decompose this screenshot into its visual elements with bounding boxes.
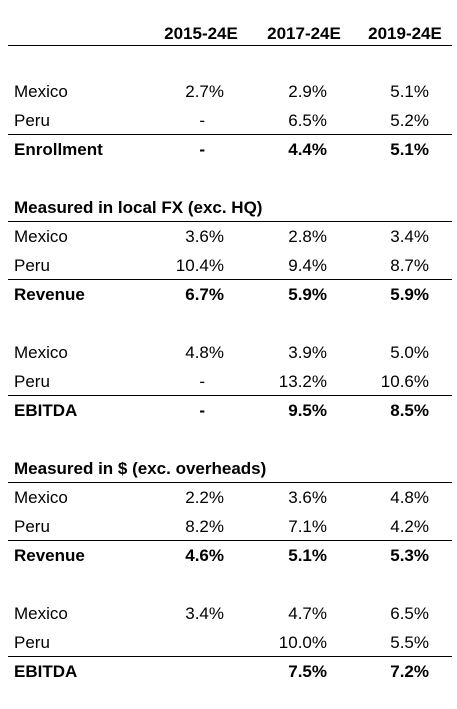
usd-revenue-peru-label: Peru: [14, 517, 50, 536]
section-title-local-fx: Measured in local FX (exc. HQ): [14, 198, 263, 217]
column-header-2015-24e: 2015-24E: [164, 24, 238, 43]
local-revenue-peru-2019: 8.7%: [390, 256, 429, 275]
usd-ebitda-peru-2017: 10.0%: [278, 633, 327, 652]
usd-ebitda-total-rule: [8, 656, 452, 657]
enrollment-total-2017: 4.4%: [288, 140, 327, 159]
enrollment-total-rule: [8, 134, 452, 135]
column-header-2019-24e: 2019-24E: [368, 24, 442, 43]
usd-revenue-mexico-2019: 4.8%: [390, 488, 429, 507]
local-ebitda-peru-2017: 13.2%: [278, 372, 327, 391]
local-ebitda-mexico-2017: 3.9%: [288, 343, 327, 362]
section-title-usd: Measured in $ (exc. overheads): [14, 459, 267, 478]
local-ebitda-total-2019: 8.5%: [390, 401, 429, 420]
column-header-2017-24e: 2017-24E: [267, 24, 341, 43]
usd-revenue-peru-2015: 8.2%: [185, 517, 224, 536]
local-ebitda-mexico-label: Mexico: [14, 343, 68, 362]
usd-ebitda-mexico-2017: 4.7%: [288, 604, 327, 623]
local-revenue-peru-2017: 9.4%: [288, 256, 327, 275]
local-ebitda-mexico-2019: 5.0%: [390, 343, 429, 362]
local-revenue-mexico-2017: 2.8%: [288, 227, 327, 246]
usd-revenue-total-2017: 5.1%: [288, 546, 327, 565]
local-revenue-peru-2015: 10.4%: [175, 256, 224, 275]
usd-revenue-peru-2017: 7.1%: [288, 517, 327, 536]
local-revenue-total-2019: 5.9%: [390, 285, 429, 304]
usd-revenue-total-2019: 5.3%: [390, 546, 429, 565]
usd-ebitda-total-label: EBITDA: [14, 662, 78, 681]
local-ebitda-total-2015: -: [199, 401, 205, 420]
local-fx-title-rule: [8, 221, 452, 222]
local-revenue-mexico-2019: 3.4%: [390, 227, 429, 246]
enrollment-peru-label: Peru: [14, 111, 50, 130]
enrollment-total-2019: 5.1%: [390, 140, 429, 159]
usd-ebitda-total-2017: 7.5%: [288, 662, 327, 681]
usd-revenue-mexico-label: Mexico: [14, 488, 68, 507]
enrollment-total-2015: -: [199, 140, 205, 159]
local-ebitda-total-rule: [8, 395, 452, 396]
usd-ebitda-mexico-2019: 6.5%: [390, 604, 429, 623]
enrollment-peru-2017: 6.5%: [288, 111, 327, 130]
enrollment-mexico-label: Mexico: [14, 82, 68, 101]
usd-revenue-total-2015: 4.6%: [185, 546, 224, 565]
usd-revenue-total-label: Revenue: [14, 546, 85, 565]
local-ebitda-total-label: EBITDA: [14, 401, 78, 420]
usd-ebitda-mexico-label: Mexico: [14, 604, 68, 623]
enrollment-mexico-2019: 5.1%: [390, 82, 429, 101]
enrollment-peru-2015: -: [199, 111, 205, 130]
enrollment-mexico-2017: 2.9%: [288, 82, 327, 101]
header-rule: [8, 45, 452, 46]
enrollment-peru-2019: 5.2%: [390, 111, 429, 130]
enrollment-total-label: Enrollment: [14, 140, 103, 159]
local-revenue-mexico-label: Mexico: [14, 227, 68, 246]
local-revenue-peru-label: Peru: [14, 256, 50, 275]
local-revenue-mexico-2015: 3.6%: [185, 227, 224, 246]
usd-title-rule: [8, 482, 452, 483]
usd-ebitda-peru-label: Peru: [14, 633, 50, 652]
local-ebitda-peru-label: Peru: [14, 372, 50, 391]
usd-revenue-total-rule: [8, 540, 452, 541]
local-revenue-total-2015: 6.7%: [185, 285, 224, 304]
local-revenue-total-rule: [8, 279, 452, 280]
local-ebitda-total-2017: 9.5%: [288, 401, 327, 420]
usd-ebitda-peru-2019: 5.5%: [390, 633, 429, 652]
local-revenue-total-label: Revenue: [14, 285, 85, 304]
enrollment-mexico-2015: 2.7%: [185, 82, 224, 101]
local-ebitda-mexico-2015: 4.8%: [185, 343, 224, 362]
usd-revenue-mexico-2015: 2.2%: [185, 488, 224, 507]
local-ebitda-peru-2015: -: [199, 372, 205, 391]
local-revenue-total-2017: 5.9%: [288, 285, 327, 304]
usd-revenue-mexico-2017: 3.6%: [288, 488, 327, 507]
usd-revenue-peru-2019: 4.2%: [390, 517, 429, 536]
usd-ebitda-total-2019: 7.2%: [390, 662, 429, 681]
local-ebitda-peru-2019: 10.6%: [380, 372, 429, 391]
usd-ebitda-mexico-2015: 3.4%: [185, 604, 224, 623]
